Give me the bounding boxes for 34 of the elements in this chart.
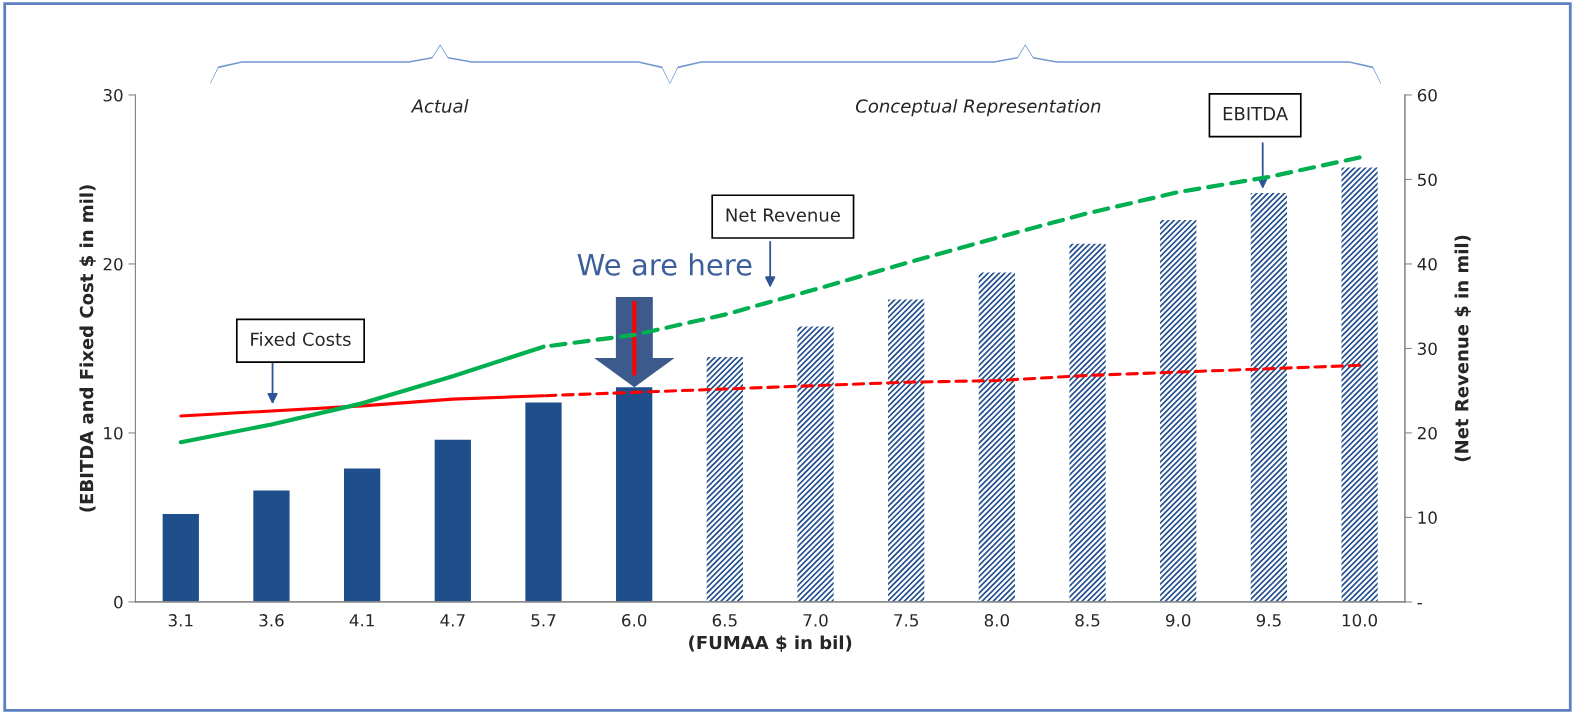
x-tick-label: 7.0: [803, 614, 828, 627]
annotation: Fixed Costs: [251, 332, 351, 347]
y-tick-label: 0: [114, 595, 123, 609]
x-tick-label: 4.7: [440, 614, 465, 627]
y2-tick-label: 10: [1418, 511, 1437, 524]
x-tick-label: 3.6: [259, 614, 284, 627]
x-tick-label: 6.5: [712, 614, 737, 627]
annotation: Net Revenue: [726, 208, 840, 222]
y2-axis-title: (Net Revenue $ in mil): [1454, 235, 1471, 462]
x-tick-label: 8.0: [984, 614, 1010, 627]
x-tick-label: 9.5: [1256, 614, 1281, 627]
annotation: We are here: [577, 253, 752, 276]
x-tick-label: 6.0: [622, 614, 647, 627]
annotation: Actual: [410, 98, 469, 113]
y-tick-label: 10: [104, 426, 123, 440]
x-tick-label: 3.1: [168, 614, 193, 627]
y2-tick-label: 40: [1417, 257, 1437, 271]
y-axis-title: (EBITDA and Fixed Cost $ in mil): [79, 185, 96, 512]
y2-tick-label: 60: [1417, 88, 1437, 102]
y2-tick-label: 30: [1417, 342, 1437, 355]
x-tick-label: 10.0: [1342, 614, 1378, 627]
x-tick-label: 5.7: [531, 614, 556, 627]
y-tick-label: 30: [103, 88, 123, 102]
y-tick-label: 20: [103, 257, 123, 271]
annotation: Conceptual Representation: [855, 98, 1101, 117]
y2-tick-label: 20: [1417, 426, 1437, 440]
y2-tick-label: -: [1417, 603, 1422, 605]
x-tick-label: 8.5: [1075, 614, 1100, 627]
x-tick-label: 4.1: [349, 614, 374, 627]
x-axis-title: (FUMAA $ in bil): [689, 635, 852, 652]
x-tick-label: 9.0: [1166, 614, 1191, 627]
x-tick-label: 7.5: [894, 614, 918, 627]
annotation: EBITDA: [1223, 107, 1288, 121]
y2-tick-label: 50: [1417, 173, 1437, 187]
